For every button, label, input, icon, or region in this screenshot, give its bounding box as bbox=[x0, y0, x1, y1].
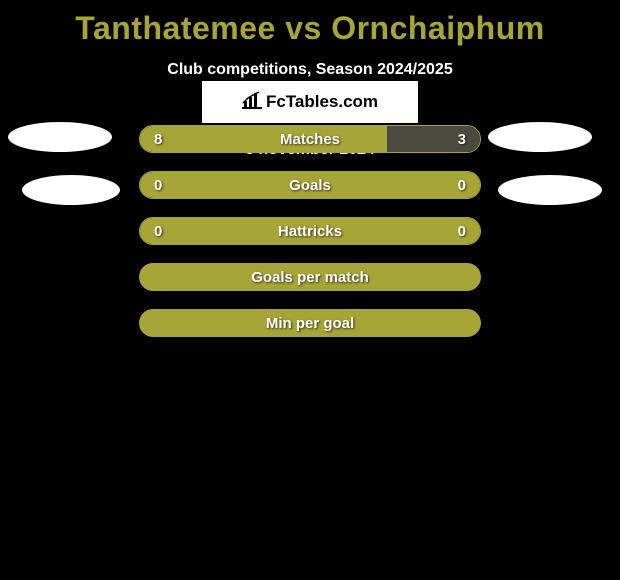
stats-container: 83Matches 00Goals 00Hattricks Goals per mat… bbox=[139, 125, 481, 355]
player-ellipse bbox=[8, 122, 112, 152]
subtitle: Club competitions, Season 2024/2025 bbox=[0, 61, 620, 79]
stat-bar: 00Hattricks bbox=[139, 217, 481, 245]
stat-bar: 00Goals bbox=[139, 171, 481, 199]
brand-text: FcTables.com bbox=[266, 92, 378, 112]
stat-bar-empty: Min per goal bbox=[139, 309, 481, 337]
stat-label: Hattricks bbox=[140, 223, 480, 240]
stat-label: Matches bbox=[140, 131, 480, 148]
stat-bar-empty: Goals per match bbox=[139, 263, 481, 291]
stat-bar: 83Matches bbox=[139, 125, 481, 153]
chart-icon bbox=[242, 91, 262, 114]
player-ellipse bbox=[488, 122, 592, 152]
stat-label: Goals bbox=[140, 177, 480, 194]
player-ellipse bbox=[22, 175, 120, 205]
player-ellipse bbox=[498, 175, 602, 205]
brand-badge: FcTables.com bbox=[202, 81, 418, 123]
page-title: Tanthatemee vs Ornchaiphum bbox=[0, 10, 620, 47]
